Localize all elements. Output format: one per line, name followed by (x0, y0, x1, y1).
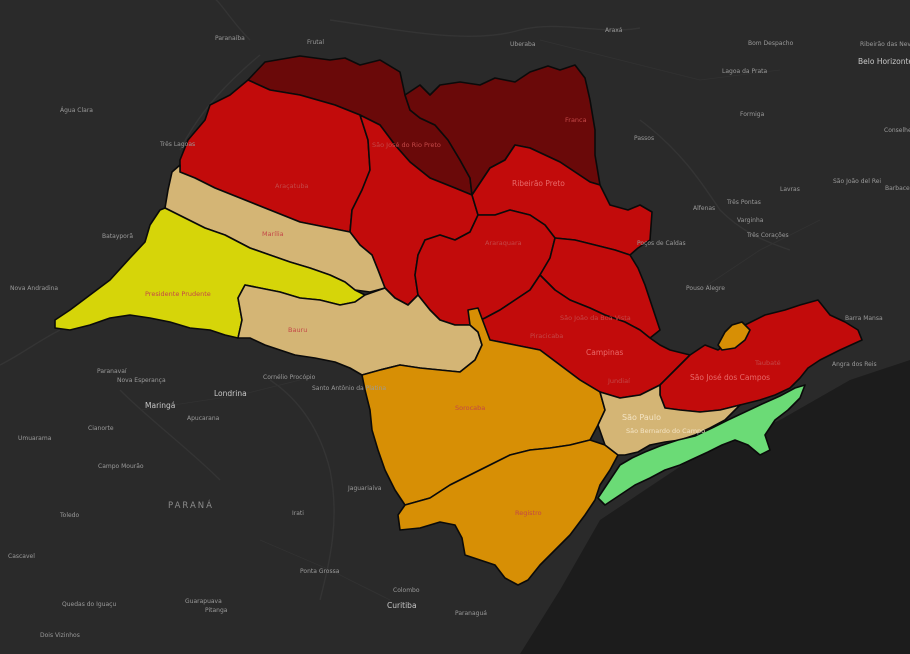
place-label: Toledo (59, 512, 79, 519)
place-label: Cianorte (88, 425, 114, 432)
region-green-baixada[interactable] (597, 384, 806, 506)
state-label-parana: PARANÁ (168, 499, 214, 511)
region-label-jundiai: Jundiaí (607, 377, 630, 385)
region-label-franca: Franca (565, 116, 587, 124)
place-labels-layer: Uberaba Araxá Bom Despacho Ribeirão das … (8, 27, 910, 639)
place-label: Paranaíba (215, 35, 245, 42)
place-label: Colombo (393, 587, 420, 594)
place-label: Angra dos Reis (832, 361, 877, 368)
place-label: Quedas do Iguaçu (62, 601, 116, 608)
place-label: Barra Mansa (845, 315, 883, 322)
region-label-marilia: Marília (262, 230, 284, 238)
place-label: Conselheiro Lafaiete (884, 127, 910, 134)
region-label-sao-jose-campos: São José dos Campos (690, 373, 770, 382)
region-label-taubate: Taubaté (754, 359, 781, 367)
place-label: Santo Antônio da Platina (312, 385, 386, 392)
place-label: Apucarana (187, 415, 220, 422)
rivers-layer (0, 0, 790, 600)
region-label-campinas: Campinas (586, 348, 623, 357)
roads-layer (139, 39, 821, 601)
place-label: Poços de Caldas (637, 240, 686, 247)
region-label-araraquara: Araraquara (485, 239, 522, 247)
place-label: Nova Andradina (10, 285, 58, 292)
place-label: Araxá (605, 27, 623, 34)
region-label-aracatuba: Araçatuba (275, 182, 308, 190)
place-label: Barbacena (885, 185, 910, 192)
place-label: Cornélio Procópio (263, 374, 316, 381)
place-label: Jaguariaíva (347, 485, 382, 492)
place-label: Uberaba (510, 41, 536, 48)
region-label-ribeirao-preto: Ribeirão Preto (512, 179, 565, 188)
region-label-sao-paulo: São Paulo (622, 413, 661, 422)
place-label: Londrina (214, 389, 247, 398)
place-label: Bom Despacho (748, 40, 794, 47)
region-label-registro: Registro (515, 509, 542, 517)
place-label: São João del Rei (833, 178, 881, 185)
place-label: Três Lagoas (159, 141, 195, 148)
place-label: Pitanga (205, 607, 228, 614)
region-label-sao-bernardo: São Bernardo do Campo (626, 427, 705, 435)
place-label: Três Corações (746, 232, 789, 239)
place-label: Belo Horizonte (858, 57, 910, 66)
region-orange-taubate-north[interactable] (717, 321, 751, 351)
place-label: Alfenas (693, 205, 715, 212)
place-label: Ribeirão das Neves (860, 41, 910, 48)
place-label: Lagoa da Prata (722, 68, 767, 75)
ocean-area (520, 360, 910, 654)
region-label-bauru: Bauru (288, 326, 307, 334)
place-label: Varginha (737, 217, 764, 224)
place-label: Batayporã (102, 233, 133, 240)
place-label: Campo Mourão (98, 463, 144, 470)
place-label: Nova Esperança (117, 377, 166, 384)
place-label: Guarapuava (185, 598, 222, 605)
place-label: Dois Vizinhos (40, 632, 80, 639)
region-label-sao-jose-rio-preto: São José do Rio Preto (372, 141, 441, 149)
region-label-piracicaba: Piracicaba (530, 332, 563, 340)
place-label: Ponta Grossa (300, 568, 340, 575)
place-label: Irati (292, 510, 304, 517)
place-label: Água Clara (60, 107, 93, 114)
region-label-sao-joao-boa-vista: São João da Boa Vista (560, 314, 631, 322)
regions-layer[interactable] (54, 55, 863, 586)
place-label: Passos (634, 135, 654, 142)
place-label: Pouso Alegre (686, 285, 725, 292)
region-label-sorocaba: Sorocaba (455, 404, 485, 412)
place-label: Umuarama (18, 435, 52, 442)
region-labels-layer: São José do Rio Preto Ribeirão Preto Ara… (145, 116, 781, 517)
region-label-presidente-prudente: Presidente Prudente (145, 290, 211, 298)
region-orange-registro[interactable] (397, 439, 619, 586)
place-label: Três Pontas (726, 199, 761, 206)
region-tan-sao-paulo[interactable] (597, 384, 741, 456)
place-label: Maringá (145, 401, 175, 410)
place-label: Formiga (740, 111, 765, 118)
place-label: Cascavel (8, 553, 35, 560)
place-label: Frutal (307, 39, 324, 46)
place-label: Paranaguá (455, 610, 487, 617)
place-label: Lavras (780, 186, 800, 193)
place-label: Curitiba (387, 601, 417, 610)
place-label: Paranavaí (97, 368, 127, 375)
